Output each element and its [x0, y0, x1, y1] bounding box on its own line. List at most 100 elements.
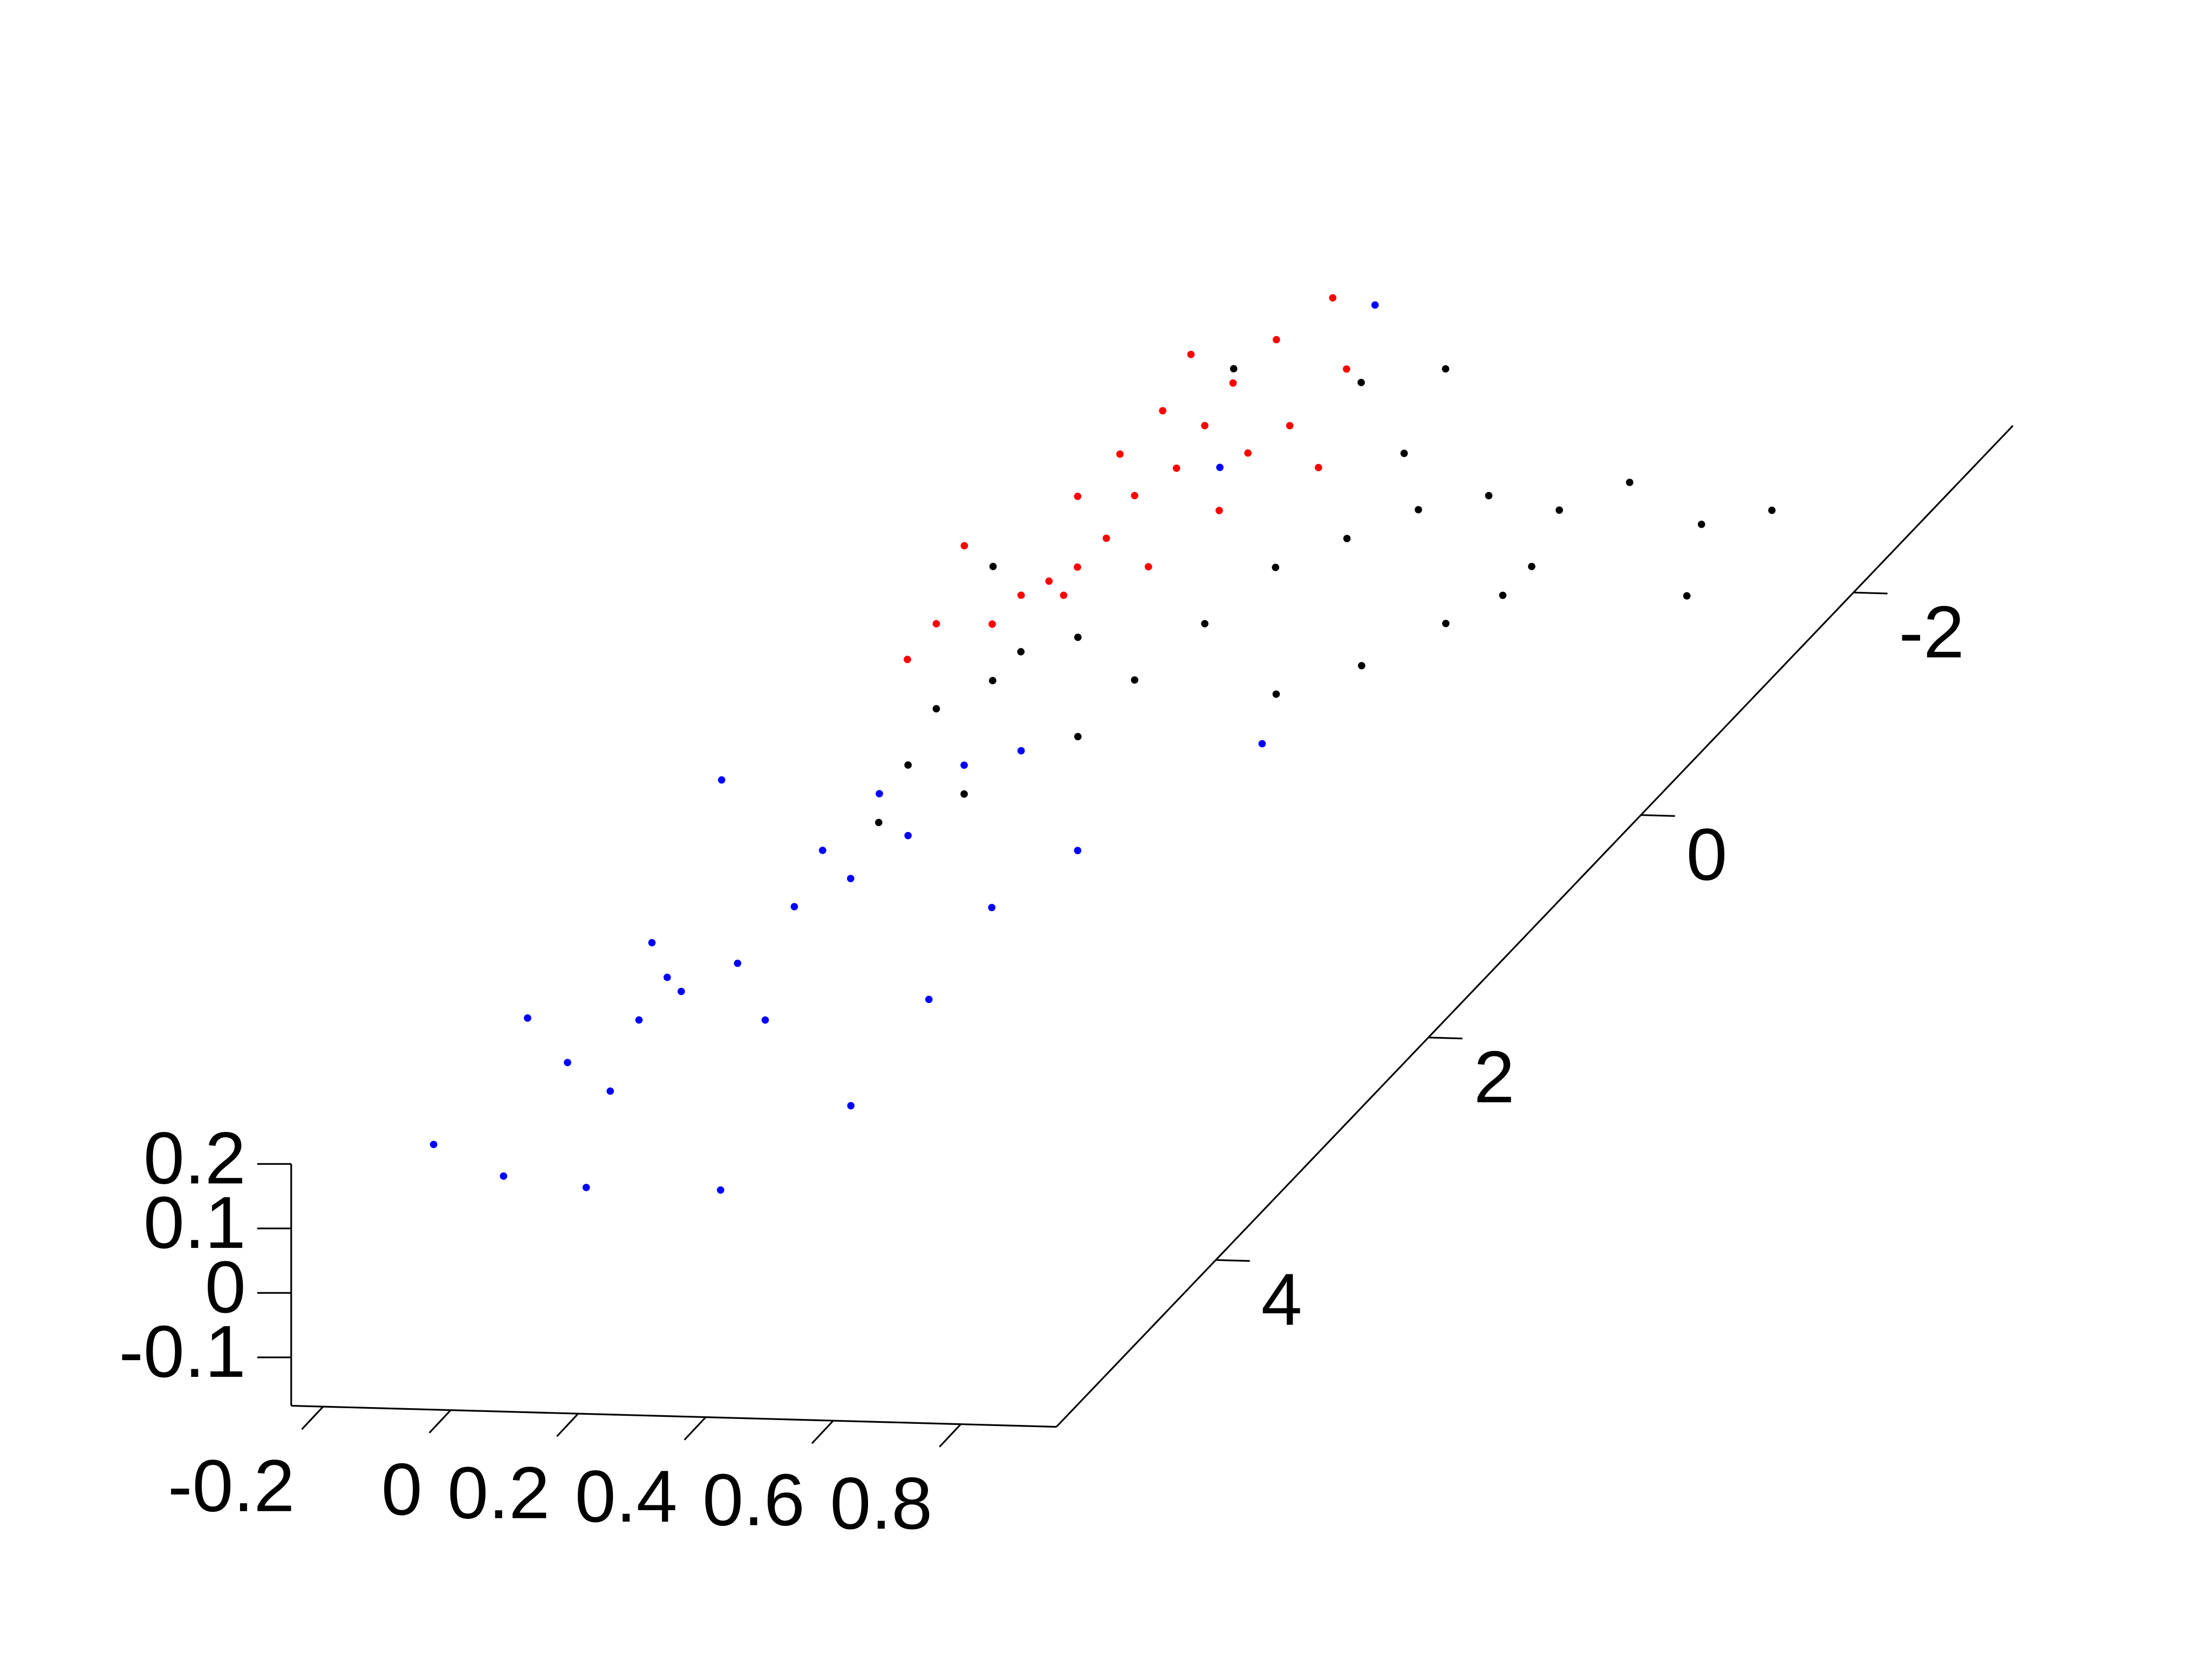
point	[1343, 535, 1351, 542]
point	[1555, 506, 1564, 514]
point	[960, 542, 968, 550]
point	[429, 1141, 438, 1149]
point	[1442, 365, 1450, 373]
point	[1159, 407, 1166, 415]
point	[1144, 563, 1152, 571]
y-tick-label: 0	[1687, 813, 1728, 896]
point	[564, 1059, 571, 1067]
point	[1244, 449, 1252, 457]
point	[875, 818, 883, 827]
y-tick-label: 4	[1261, 1258, 1302, 1340]
point	[1017, 747, 1025, 755]
point	[718, 776, 726, 784]
point	[904, 761, 912, 769]
point	[1697, 520, 1705, 528]
point	[904, 656, 911, 664]
point	[1485, 492, 1493, 500]
point	[1528, 563, 1535, 570]
point	[925, 995, 933, 1004]
x-tick	[811, 1420, 834, 1444]
y-tick	[1641, 814, 1675, 817]
point	[1131, 492, 1138, 500]
point	[932, 620, 940, 627]
point	[989, 677, 996, 685]
y-tick-label: 2	[1474, 1035, 1515, 1118]
point	[1315, 463, 1322, 472]
point	[1201, 620, 1209, 627]
point	[932, 705, 940, 713]
point	[1201, 422, 1209, 429]
point	[1017, 648, 1025, 656]
point	[1357, 661, 1366, 670]
point	[1258, 740, 1266, 748]
point	[1102, 534, 1110, 542]
point	[960, 790, 968, 798]
point	[1357, 379, 1365, 386]
z-tick-label: -0.1	[119, 1310, 245, 1393]
point	[1371, 301, 1379, 309]
point	[988, 620, 996, 628]
point	[1017, 591, 1025, 599]
z-tick-label: 0	[205, 1245, 246, 1328]
point	[790, 903, 798, 911]
point	[663, 973, 671, 981]
x-tick	[428, 1409, 452, 1434]
y-tick-label: -2	[1899, 590, 1964, 673]
point	[1216, 463, 1224, 472]
y-tick	[1853, 591, 1888, 595]
point	[761, 1016, 769, 1024]
point	[846, 875, 855, 883]
y-tick	[1428, 1036, 1463, 1040]
point	[1329, 294, 1337, 302]
point	[677, 987, 685, 995]
point	[989, 563, 997, 570]
y-tick	[1216, 1259, 1250, 1262]
point	[500, 1172, 508, 1180]
point	[1272, 563, 1280, 571]
point	[1187, 351, 1195, 358]
point	[606, 1087, 614, 1095]
point	[1230, 365, 1238, 373]
z-tick-label: 0.1	[144, 1181, 246, 1264]
x-tick	[556, 1413, 579, 1437]
point	[1074, 493, 1082, 500]
point	[1683, 592, 1691, 600]
point	[1499, 591, 1507, 599]
x-tick-label: 0.8	[830, 1462, 932, 1544]
point	[524, 1014, 531, 1022]
x-axis-line	[291, 1404, 1057, 1428]
point	[1229, 379, 1237, 387]
point	[1400, 449, 1408, 458]
point	[1415, 506, 1422, 514]
point	[847, 1102, 855, 1110]
point	[1626, 479, 1634, 486]
point	[582, 1184, 590, 1191]
point	[1442, 619, 1450, 627]
point	[1216, 507, 1223, 514]
point	[734, 959, 741, 967]
point	[1343, 365, 1350, 373]
point	[1074, 563, 1081, 571]
point	[1172, 464, 1180, 472]
point	[1074, 733, 1082, 741]
point	[1074, 633, 1082, 642]
z-tick-label: 0.2	[144, 1116, 246, 1199]
point	[1272, 690, 1280, 698]
x-tick-label: 0	[381, 1448, 422, 1530]
point	[1116, 450, 1124, 458]
x-tick-label: 0.2	[447, 1451, 550, 1534]
point	[716, 1186, 725, 1194]
point	[876, 790, 883, 797]
x-tick	[939, 1423, 961, 1448]
x-tick-label: -0.2	[168, 1444, 295, 1527]
x-tick	[684, 1416, 707, 1441]
point	[648, 939, 656, 947]
point	[1074, 847, 1082, 855]
point	[635, 1016, 643, 1024]
point	[988, 904, 996, 911]
point	[1131, 676, 1138, 684]
x-tick	[301, 1406, 324, 1430]
point	[1286, 422, 1294, 429]
